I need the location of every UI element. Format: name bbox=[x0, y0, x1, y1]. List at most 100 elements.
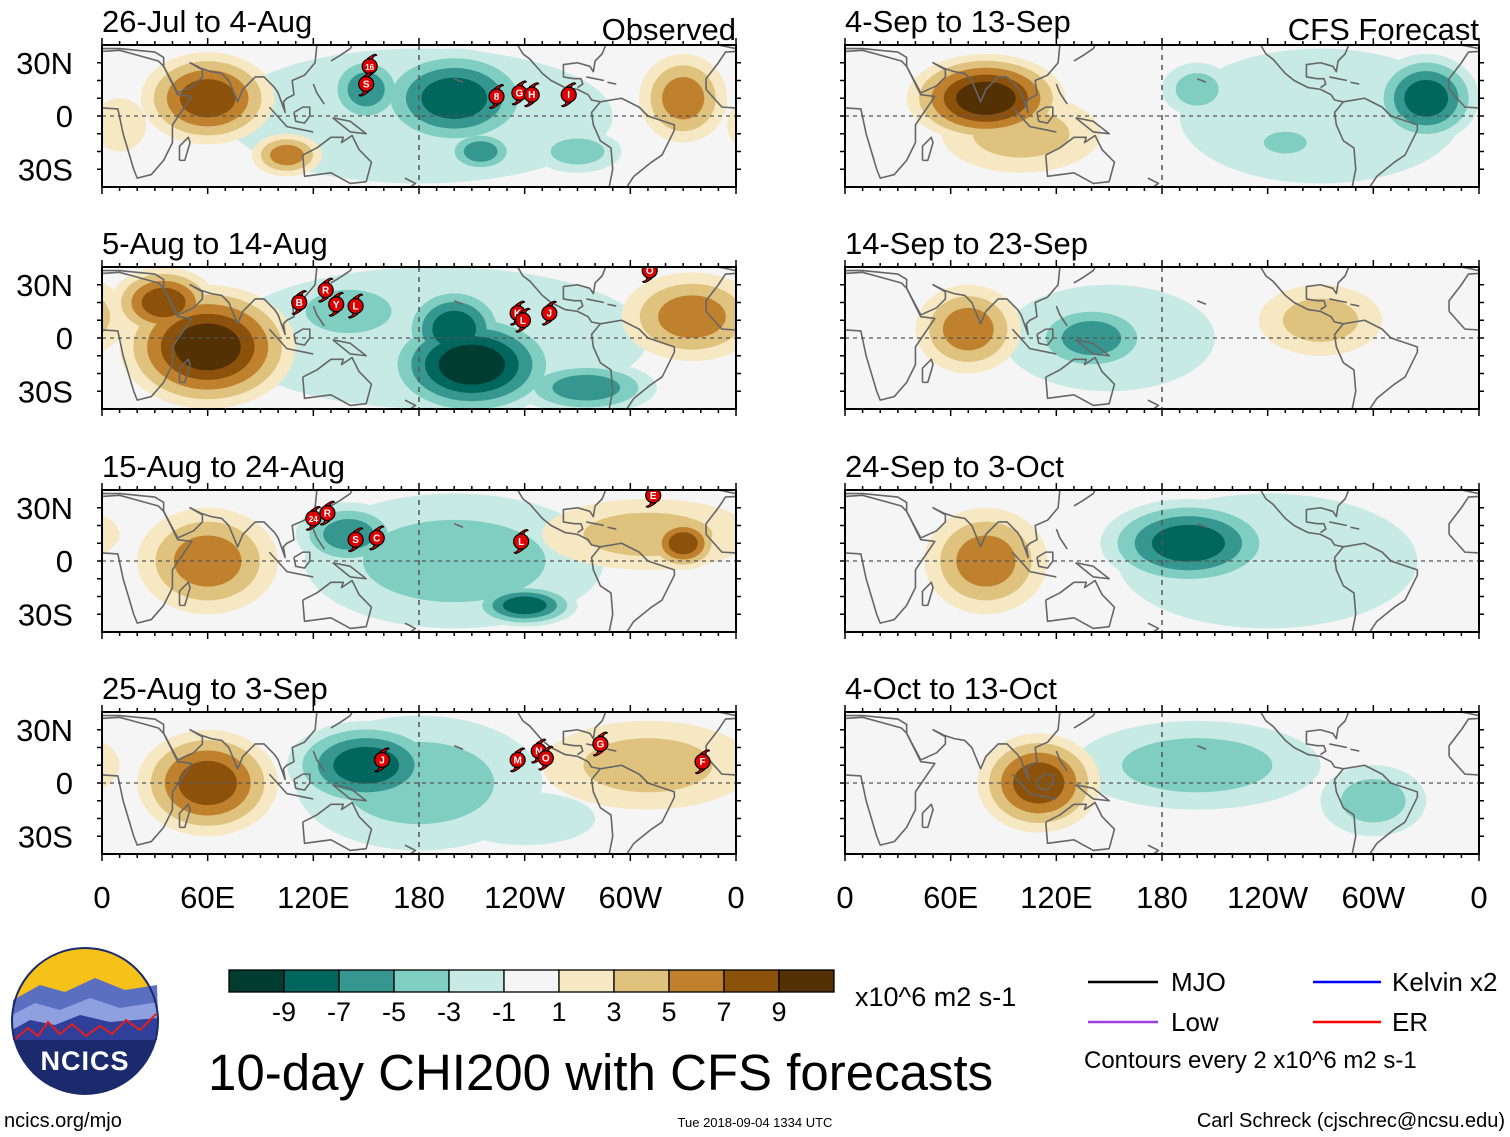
coastline bbox=[1073, 45, 1096, 62]
coastline bbox=[845, 712, 1061, 781]
colorbar-label: 9 bbox=[771, 997, 786, 1027]
coastline bbox=[705, 717, 736, 776]
storm-label: 16 bbox=[365, 63, 374, 72]
negative-anomaly-contour bbox=[1151, 524, 1225, 562]
coastline bbox=[312, 83, 325, 105]
colorbar: -9 -7 -5 -3 -1 1 3 5 7 9 bbox=[228, 969, 835, 1027]
coastline bbox=[1448, 495, 1479, 554]
negative-anomaly-contour bbox=[1061, 320, 1122, 356]
forecast-label: CFS Forecast bbox=[1288, 12, 1480, 47]
colorbar-swatch bbox=[778, 969, 835, 993]
coastline bbox=[562, 490, 607, 525]
coastline bbox=[516, 712, 601, 770]
negative-anomaly-contour bbox=[333, 746, 400, 784]
tropical-cyclone-marker: L bbox=[514, 307, 532, 333]
map-area: 24 R S C L E bbox=[102, 490, 736, 632]
lat-label: 30S bbox=[18, 374, 73, 409]
coastline bbox=[312, 305, 325, 327]
coastline bbox=[590, 768, 614, 854]
panel-title: 14-Sep to 23-Sep bbox=[845, 226, 1088, 261]
tropical-cyclone-marker: S bbox=[358, 71, 375, 97]
coastline bbox=[1147, 399, 1160, 409]
map-area bbox=[845, 267, 1479, 409]
map-panel: 26-Jul to 4-Aug Observed 16 S 8 G H I bbox=[97, 4, 741, 194]
legend-label-mjo: MJO bbox=[1171, 967, 1226, 997]
positive-anomaly-contour bbox=[174, 323, 241, 371]
panel-title: 15-Aug to 24-Aug bbox=[102, 449, 345, 484]
coastline bbox=[921, 136, 934, 162]
tropical-cyclone-marker: R bbox=[319, 500, 336, 526]
negative-anomaly-contour bbox=[1404, 79, 1449, 117]
coastline bbox=[1343, 542, 1419, 632]
coastline bbox=[1329, 743, 1348, 749]
coastline bbox=[102, 490, 318, 559]
negative-anomaly-contour bbox=[463, 141, 498, 162]
coastline bbox=[1011, 551, 1057, 578]
coastline bbox=[301, 579, 373, 630]
positive-anomaly-contour bbox=[956, 535, 1016, 587]
positive-anomaly-contour bbox=[956, 81, 1016, 115]
coastline bbox=[590, 546, 614, 632]
coastline bbox=[301, 801, 373, 852]
negative-anomaly-contour bbox=[0, 368, 4, 407]
coastline bbox=[607, 303, 617, 307]
observed-label: Observed bbox=[602, 12, 736, 47]
coastline bbox=[102, 45, 318, 114]
coastline bbox=[268, 773, 314, 800]
lat-label: 0 bbox=[56, 544, 73, 579]
colorbar-swatch bbox=[503, 969, 560, 993]
coastline bbox=[573, 522, 584, 534]
coastline bbox=[607, 526, 617, 530]
coastline bbox=[1333, 101, 1357, 187]
legend-label-kelvin: Kelvin x2 bbox=[1392, 967, 1498, 997]
coastline bbox=[102, 49, 193, 179]
map-panel: 4-Sep to 13-Sep CFS Forecast bbox=[840, 4, 1484, 194]
coastline bbox=[268, 551, 314, 578]
colorbar-swatch bbox=[338, 969, 395, 993]
coastline bbox=[268, 106, 314, 133]
negative-anomaly-contour bbox=[323, 519, 374, 550]
lon-label: 60E bbox=[180, 880, 235, 915]
coastline bbox=[1350, 303, 1360, 307]
colorbar-label: -7 bbox=[327, 997, 351, 1027]
coastline bbox=[590, 323, 614, 409]
coastline bbox=[590, 101, 614, 187]
coastline bbox=[332, 783, 367, 802]
coastline bbox=[573, 744, 584, 756]
coastline bbox=[845, 271, 936, 401]
colorbar-swatch bbox=[723, 969, 780, 993]
coastline bbox=[330, 267, 353, 284]
coastline bbox=[705, 495, 736, 554]
map-area bbox=[845, 490, 1479, 632]
coastline bbox=[813, 359, 824, 382]
coastline bbox=[312, 528, 325, 550]
footer-url[interactable]: ncics.org/mjo bbox=[4, 1110, 122, 1132]
coastline bbox=[705, 272, 736, 331]
coastline bbox=[845, 490, 1061, 559]
map-panel: 25-Aug to 3-Sep J M NO G F bbox=[97, 671, 741, 861]
panel-title: 4-Oct to 13-Oct bbox=[845, 671, 1057, 706]
coastline bbox=[1329, 298, 1348, 304]
lon-label: 120W bbox=[484, 880, 566, 915]
negative-anomaly-contour bbox=[1122, 738, 1273, 793]
coastline bbox=[1259, 267, 1344, 325]
colorbar-label: -1 bbox=[492, 997, 516, 1027]
panel-title: 24-Sep to 3-Oct bbox=[845, 449, 1064, 484]
coastline bbox=[332, 561, 367, 580]
lon-label: 0 bbox=[836, 880, 853, 915]
coastline bbox=[1036, 773, 1054, 791]
lon-label: 120E bbox=[1020, 880, 1092, 915]
coastline bbox=[1333, 323, 1357, 409]
coastline bbox=[1448, 50, 1479, 109]
coastline bbox=[1075, 561, 1110, 580]
coastline bbox=[1055, 528, 1068, 550]
map-area: J M NO G F bbox=[102, 712, 736, 854]
coastline bbox=[330, 45, 353, 62]
coastline bbox=[1075, 338, 1110, 357]
ncics-logo: NCICS bbox=[11, 947, 159, 1095]
lon-label: 0 bbox=[727, 880, 744, 915]
coastline bbox=[1036, 328, 1054, 346]
coastline bbox=[1055, 750, 1068, 772]
coastline bbox=[1305, 712, 1350, 747]
coastline bbox=[453, 299, 464, 306]
